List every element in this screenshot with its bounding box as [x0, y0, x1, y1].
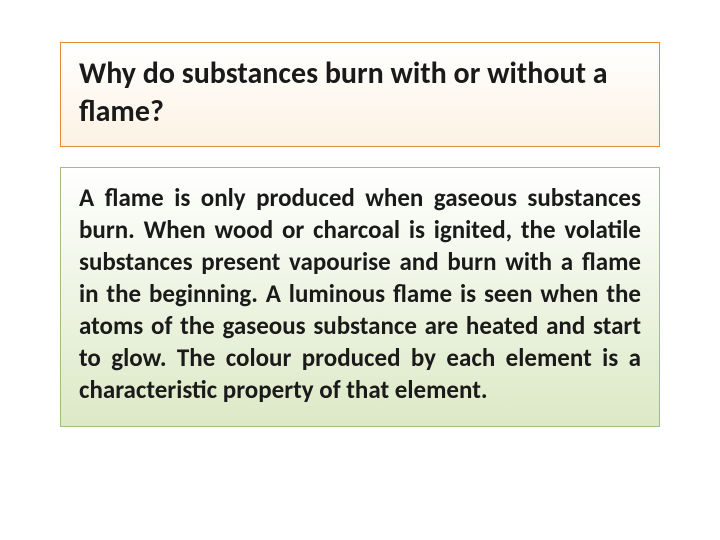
answer-box: A flame is only produced when gaseous su… [60, 167, 660, 427]
question-box: Why do substances burn with or without a… [60, 42, 660, 147]
question-text: Why do substances burn with or without a… [79, 55, 641, 130]
answer-text: A flame is only produced when gaseous su… [79, 182, 641, 406]
